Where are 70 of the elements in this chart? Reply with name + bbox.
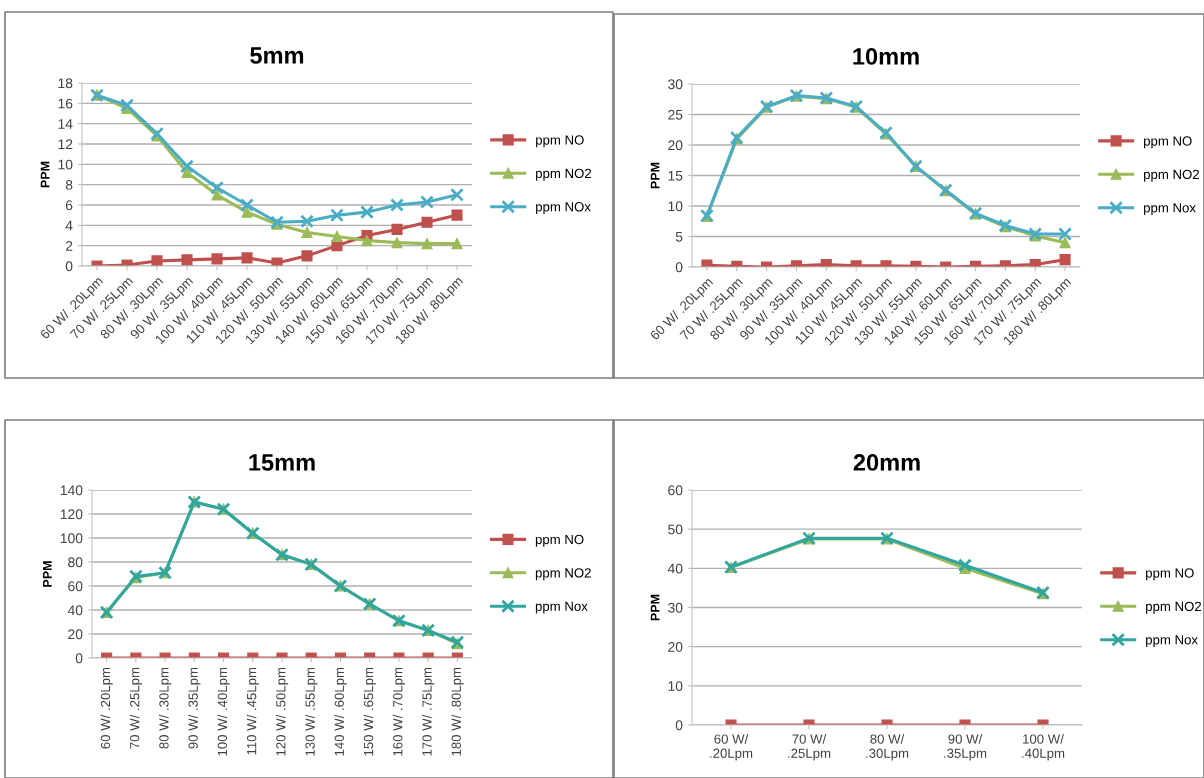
y-tick-label: 30 — [668, 79, 683, 90]
y-tick-label: 120 — [60, 509, 83, 520]
x-tick-label: 60 W/ .20Lpm — [100, 667, 113, 749]
x-tick-label: 70 W/ .25Lpm — [129, 667, 142, 749]
x-tick-label: 80 W/ .30Lpm — [158, 667, 172, 749]
legend-label: ppm Nox — [1144, 203, 1196, 216]
x-tick-label: 70 W/ .25Lpm — [788, 734, 831, 761]
y-tick-label: 100 — [60, 533, 83, 544]
y-tick-label: 20 — [68, 629, 83, 640]
x-tick-label: 120 W/ .50Lpm — [275, 667, 289, 756]
y-tick-label: 5 — [675, 231, 683, 242]
y-tick-label: 12 — [58, 139, 73, 150]
chart-title: 20mm — [853, 454, 920, 471]
legend-label: ppm Nox — [1146, 635, 1198, 648]
y-tick-label: 40 — [67, 605, 83, 616]
y-axis-title: PPM — [650, 162, 660, 189]
y-tick-label: 30 — [668, 602, 683, 613]
x-tick-label: 100 W/ .40Lpm — [217, 667, 230, 756]
y-tick-label: 60 — [668, 485, 683, 496]
y-tick-label: 0 — [675, 720, 683, 731]
y-tick-label: 8 — [65, 180, 73, 190]
legend-label: ppm NO — [1144, 136, 1192, 149]
x-tick-label: 110 W/ .45Lpm — [246, 667, 259, 755]
x-tick-label: 180 W/ .80Lpm — [451, 667, 464, 756]
x-tick-label: 140 W/ .60Lpm — [334, 667, 347, 756]
y-axis-title: PPM — [650, 594, 660, 621]
legend-label: ppm NO — [535, 534, 584, 547]
x-tick-label: 150 W/ .65Lpm — [363, 667, 376, 756]
y-tick-label: 2 — [65, 241, 73, 251]
y-axis-title: PPM — [43, 561, 52, 587]
x-tick-label: 80 W/ .30Lpm — [866, 734, 909, 761]
legend-label: ppm NO2 — [1146, 601, 1202, 614]
legend-label: ppm NO — [1146, 568, 1194, 581]
chart-title: 10mm — [853, 48, 919, 65]
y-tick-label: 0 — [675, 262, 683, 273]
x-tick-label: 100 W/ .40Lpm — [1022, 734, 1065, 761]
y-tick-label: 40 — [667, 563, 683, 574]
x-tick-label: 90 W/ .35Lpm — [944, 734, 987, 761]
y-tick-label: 10 — [58, 159, 73, 170]
x-tick-label: 90 W/ .35Lpm — [188, 667, 201, 749]
y-tick-label: 20 — [668, 140, 683, 151]
x-tick-label: 160 W/ .70Lpm — [392, 667, 406, 756]
chart-title: 5mm — [250, 47, 304, 64]
legend-label: ppm Nox — [535, 601, 588, 614]
y-tick-label: 6 — [65, 200, 73, 211]
y-tick-label: 10 — [668, 681, 683, 691]
y-axis-title: PPM — [40, 161, 50, 188]
legend-label: ppm NO2 — [1144, 169, 1199, 182]
x-tick-label: 170 W/ .75Lpm — [422, 667, 435, 756]
y-tick-label: 18 — [58, 78, 73, 89]
y-tick-label: 25 — [668, 109, 683, 120]
chart-title: 15mm — [249, 454, 315, 471]
y-tick-label: 16 — [58, 98, 73, 109]
y-tick-label: 14 — [58, 119, 73, 129]
y-tick-label: 80 — [68, 557, 83, 568]
y-tick-label: 4 — [65, 220, 73, 231]
y-tick-label: 0 — [75, 653, 83, 664]
legend-label: ppm NO — [536, 135, 584, 148]
y-tick-label: 50 — [668, 524, 683, 535]
legend-label: ppm NOx — [536, 202, 591, 215]
y-tick-label: 20 — [668, 642, 683, 652]
y-tick-label: 10 — [668, 201, 683, 212]
legend-label: ppm NO2 — [536, 168, 592, 181]
x-tick-label: 130 W/ .55Lpm — [305, 667, 318, 756]
y-tick-label: 60 — [68, 581, 83, 592]
legend-label: ppm NO2 — [535, 568, 591, 581]
x-tick-label: 60 W/ .20Lpm — [710, 734, 753, 761]
y-tick-label: 15 — [668, 170, 683, 181]
y-tick-label: 140 — [60, 485, 83, 496]
y-tick-label: 0 — [65, 261, 73, 272]
